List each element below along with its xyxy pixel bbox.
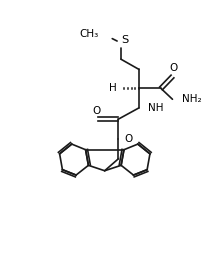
Text: NH: NH [148, 103, 164, 113]
Text: O: O [125, 134, 133, 144]
Text: S: S [121, 35, 128, 45]
Text: O: O [92, 106, 101, 116]
Text: CH₃: CH₃ [79, 29, 98, 39]
Text: H: H [109, 83, 117, 93]
Text: O: O [169, 63, 178, 73]
Text: NH₂: NH₂ [182, 94, 201, 104]
